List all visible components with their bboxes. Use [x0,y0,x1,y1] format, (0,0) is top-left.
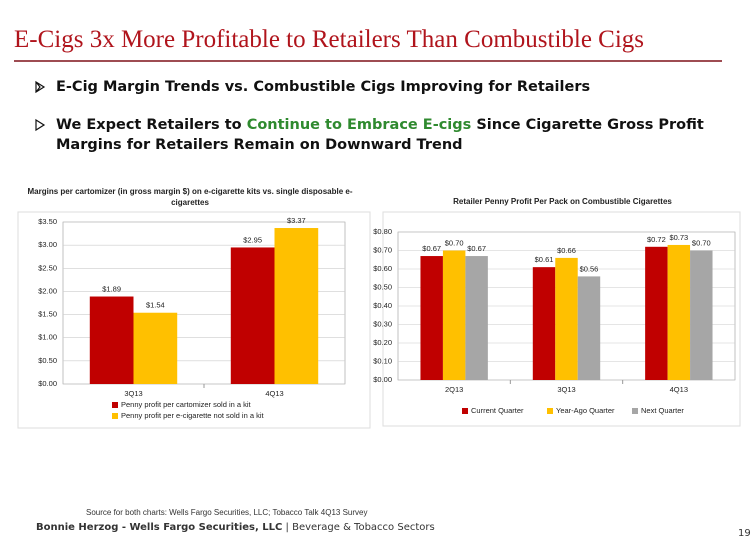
legend-label: Penny profit per e-cigarette not sold in… [121,411,264,420]
bullet-text: Since Cigarette Gross Profit Margins for… [56,117,704,153]
x-tick-label: 4Q13 [265,389,283,398]
y-tick-label: $0.00 [38,379,57,388]
bullet-text: We Expect Retailers to [56,117,242,133]
y-tick-label: $1.00 [38,333,57,342]
source: Source for both charts: Wells Fargo Secu… [86,508,368,517]
value-label: $0.56 [580,264,599,273]
value-label: $0.70 [445,238,464,247]
bar [465,256,488,380]
y-tick-label: $3.50 [38,217,57,226]
y-tick-label: $0.10 [373,356,392,365]
bar [645,246,668,380]
bar [420,256,443,380]
value-label: $0.67 [422,244,441,253]
chart-title: Margins per cartomizer (in gross margin … [27,187,353,207]
x-tick-label: 2Q13 [445,385,463,394]
legend-swatch [547,408,553,414]
bar [442,250,466,380]
chart-frame [17,211,371,429]
value-label: $0.73 [669,233,688,242]
legend-swatch [112,402,118,408]
page-number: 19 [738,528,751,539]
y-tick-label: $0.40 [373,301,392,310]
value-label: $2.95 [243,235,262,244]
footer-section: | Beverage & Tobacco Sectors [285,522,435,533]
bullet: E-Cig Margin Trends vs. Combustible Cigs… [56,79,591,95]
bar [667,244,691,380]
legend-label: Next Quarter [641,406,684,415]
y-tick-label: $0.80 [373,227,392,236]
y-tick-label: $0.20 [373,338,392,347]
bar [133,312,178,384]
value-label: $0.67 [467,244,486,253]
y-tick-label: $2.00 [38,286,57,295]
bullet-arrow [35,80,46,94]
bullet-highlight: Continue to Embrace E-cigs [246,117,472,133]
value-label: $1.89 [102,285,121,294]
y-tick-label: $2.50 [38,263,57,272]
value-label: $0.66 [557,246,576,255]
value-label: $0.61 [535,255,554,264]
y-tick-label: $0.70 [373,245,392,254]
y-tick-label: $3.00 [38,240,57,249]
value-label: $0.72 [647,235,666,244]
y-tick-label: $0.50 [373,282,392,291]
legend-swatch [112,413,118,419]
x-tick-label: 4Q13 [670,385,688,394]
x-tick-label: 3Q13 [124,389,142,398]
y-tick-label: $0.30 [373,319,392,328]
y-tick-label: $0.50 [38,356,57,365]
bullet: We Expect Retailers to Continue to Embra… [56,115,736,155]
y-tick-label: $0.00 [373,375,392,384]
bar [89,296,134,384]
legend-label: Year-Ago Quarter [556,406,615,415]
value-label: $0.70 [692,238,711,247]
slide-title: E-Cigs 3x More Profitable to Retailers T… [14,26,645,53]
legend-swatch [462,408,468,414]
value-label: $1.54 [146,301,165,310]
legend-swatch [632,408,638,414]
legend-label: Penny profit per cartomizer sold in a ki… [121,400,252,409]
bar [532,267,556,380]
bar [555,257,578,380]
value-label: $3.37 [287,216,306,225]
bar [230,247,275,384]
bar [274,228,319,384]
footer: Bonnie Herzog - Wells Fargo Securities, … [36,522,435,533]
x-tick-label: 3Q13 [557,385,575,394]
footer-author: Bonnie Herzog - Wells Fargo Securities, … [36,522,283,533]
bullet-arrow [35,118,46,132]
bar [577,276,601,380]
bar [690,250,713,380]
legend-label: Current Quarter [471,406,524,415]
y-tick-label: $0.60 [373,264,392,273]
y-tick-label: $1.50 [38,310,57,319]
chart-title: Retailer Penny Profit Per Pack on Combus… [453,197,672,206]
chart-frame [382,211,741,427]
